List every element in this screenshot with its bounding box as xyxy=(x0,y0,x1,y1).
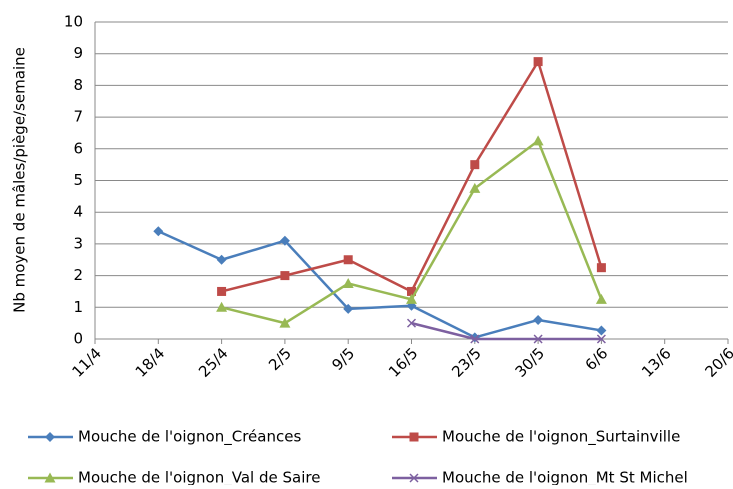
x-tick-label: 9/5 xyxy=(328,344,358,374)
y-axis-label: Nb moyen de mâles/piège/semaine xyxy=(11,47,29,313)
legend-label: Mouche de l'oignon_Val de Saire xyxy=(78,469,320,486)
marker xyxy=(279,235,290,246)
x-tick-label: 20/6 xyxy=(701,344,733,381)
y-tick-label: 0 xyxy=(73,330,83,348)
marker xyxy=(596,334,606,344)
marker xyxy=(533,314,544,325)
legend-label: Mouche de l'oignon_Mt St Michel xyxy=(442,469,688,486)
marker xyxy=(533,334,543,344)
marker xyxy=(406,293,417,304)
x-tick-label: 25/4 xyxy=(195,344,232,381)
legend-marker xyxy=(409,432,419,442)
x-tick-label: 16/5 xyxy=(385,344,422,381)
marker xyxy=(595,293,607,304)
legend-marker xyxy=(409,473,419,483)
marker xyxy=(533,57,543,67)
marker xyxy=(470,334,480,344)
marker xyxy=(343,303,354,314)
marker xyxy=(343,255,353,265)
marker xyxy=(216,254,227,265)
legend-label: Mouche de l'oignon_Créances xyxy=(78,428,301,447)
marker xyxy=(596,325,607,336)
y-tick-label: 4 xyxy=(73,203,83,221)
marker xyxy=(279,317,291,328)
series-line xyxy=(157,230,602,339)
marker xyxy=(407,286,416,296)
legend-marker xyxy=(45,432,55,442)
y-tick-label: 2 xyxy=(73,266,83,284)
marker xyxy=(216,301,228,312)
y-tick-label: 5 xyxy=(73,171,83,189)
legend-marker xyxy=(44,472,56,483)
marker xyxy=(217,286,227,296)
marker xyxy=(469,182,481,193)
x-tick-label: 23/5 xyxy=(448,344,485,381)
y-tick-label: 7 xyxy=(73,108,83,126)
marker xyxy=(342,278,354,289)
x-tick-label: 2/5 xyxy=(265,344,295,374)
series-line xyxy=(221,60,603,293)
y-tick-label: 8 xyxy=(73,76,83,94)
y-tick-label: 9 xyxy=(73,44,83,62)
x-tick-label: 6/6 xyxy=(582,344,612,374)
y-tick-label: 3 xyxy=(73,234,83,252)
marker xyxy=(406,318,417,328)
x-tick-label: 18/4 xyxy=(132,344,169,381)
y-tick-label: 6 xyxy=(73,139,83,157)
x-tick-label: 30/5 xyxy=(512,344,549,381)
x-tick-label: 13/6 xyxy=(638,344,675,381)
marker xyxy=(153,226,164,237)
marker xyxy=(532,135,544,146)
legend-label: Mouche de l'oignon_Surtainville xyxy=(442,428,680,447)
y-tick-label: 10 xyxy=(64,13,83,31)
marker xyxy=(280,271,290,281)
marker xyxy=(470,160,480,170)
series-line xyxy=(411,321,602,341)
y-tick-label: 1 xyxy=(73,298,83,316)
marker xyxy=(596,263,606,273)
x-tick-label: 11/4 xyxy=(68,344,105,381)
